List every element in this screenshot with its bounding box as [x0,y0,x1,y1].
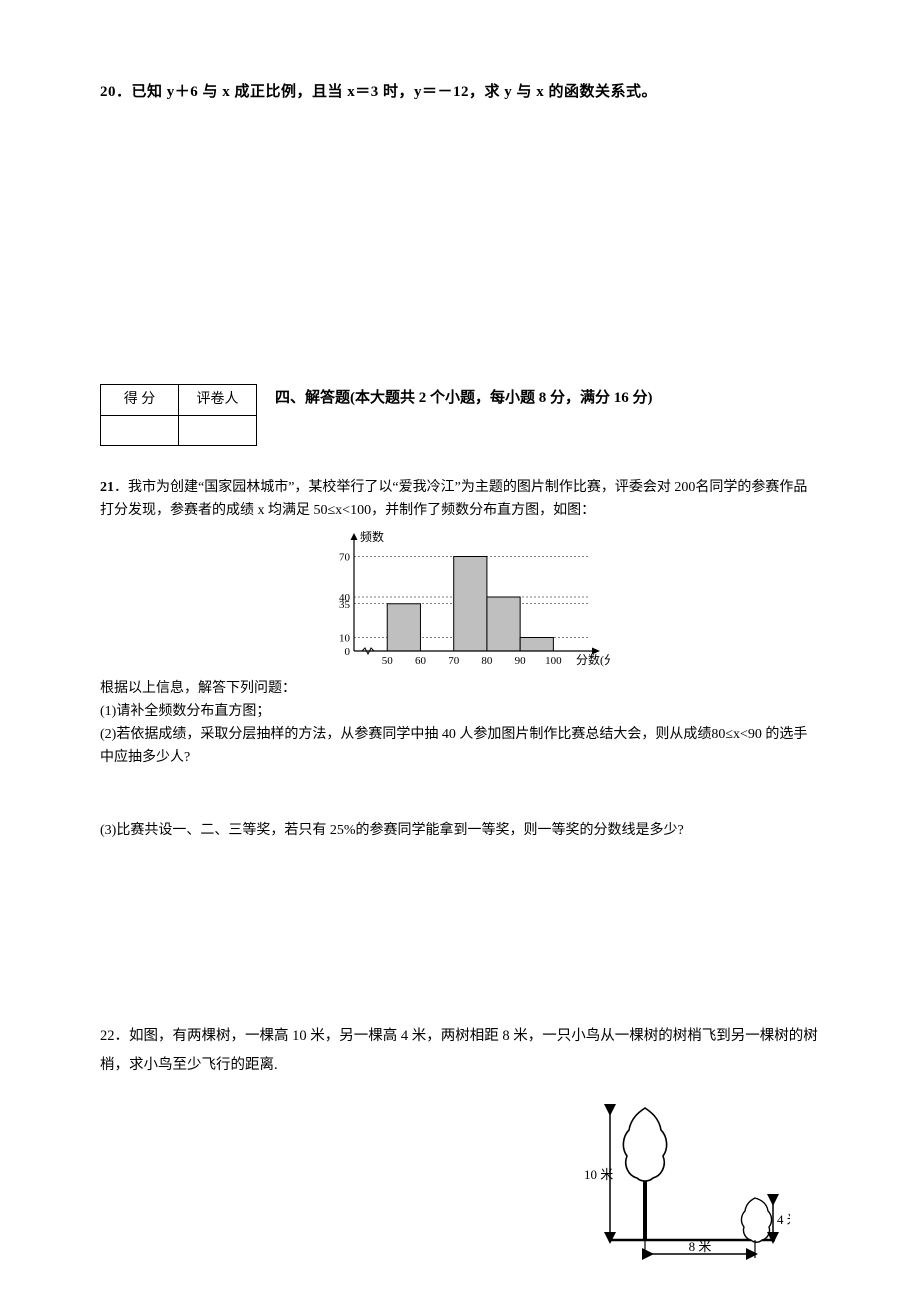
svg-text:0: 0 [345,646,351,658]
svg-text:100: 100 [545,655,562,667]
svg-text:50: 50 [382,655,394,667]
q22-figure-container: 10 米 4 米 8 米 [100,1090,820,1260]
svg-text:40: 40 [339,592,351,604]
svg-text:60: 60 [415,655,427,667]
marker-header: 评卷人 [179,385,257,416]
q22-text: 22．如图，有两棵树，一棵高 10 米，另一棵高 4 米，两树相距 8 米，一只… [100,1022,820,1080]
svg-text:90: 90 [515,655,527,667]
q21-sub3-workspace [100,842,820,1022]
q21-number: 21 [100,480,114,495]
q20-workspace [100,124,820,384]
q21-body: 21．我市为创建“国家园林城市”，某校举行了以“爱我冷江”为主题的图片制作比赛，… [100,476,820,1022]
svg-text:4 米: 4 米 [777,1212,790,1227]
q21-sub1: (1)请补全频数分布直方图； [100,700,820,723]
svg-text:频数: 频数 [360,531,384,544]
q22-figure: 10 米 4 米 8 米 [570,1090,790,1260]
histogram-chart: 0103540705060708090100频数分数(分) [310,531,610,671]
q21-after-chart: 根据以上信息，解答下列问题： [100,677,820,700]
marker-cell [179,416,257,446]
q21-sub3: (3)比赛共设一、二、三等奖，若只有 25%的参赛同学能拿到一等奖，则一等奖的分… [100,819,820,842]
svg-text:8 米: 8 米 [689,1239,712,1254]
svg-text:70: 70 [448,655,460,667]
score-header: 得 分 [101,385,179,416]
score-table: 得 分 评卷人 [100,384,257,446]
svg-text:分数(分): 分数(分) [576,652,610,667]
section4-header-row: 得 分 评卷人 四、解答题(本大题共 2 个小题，每小题 8 分，满分 16 分… [100,384,820,446]
q21-sub2: (2)若依据成绩，采取分层抽样的方法，从参赛同学中抽 40 人参加图片制作比赛总… [100,723,820,769]
svg-text:70: 70 [339,551,351,563]
svg-text:80: 80 [481,655,493,667]
q21-text-part1: ．我市为创建“国家园林城市”，某校举行了以“爱我冷江”为主题的图片制作比赛，评委… [100,480,807,518]
score-cell [101,416,179,446]
histogram-container: 0103540705060708090100频数分数(分) [100,531,820,671]
svg-text:10 米: 10 米 [584,1167,613,1182]
svg-text:10: 10 [339,632,351,644]
section4-title: 四、解答题(本大题共 2 个小题，每小题 8 分，满分 16 分) [275,384,653,410]
q20-title: 20．已知 y＋6 与 x 成正比例，且当 x＝3 时，y＝－12，求 y 与 … [100,80,820,104]
q21-sub2-workspace [100,769,820,819]
